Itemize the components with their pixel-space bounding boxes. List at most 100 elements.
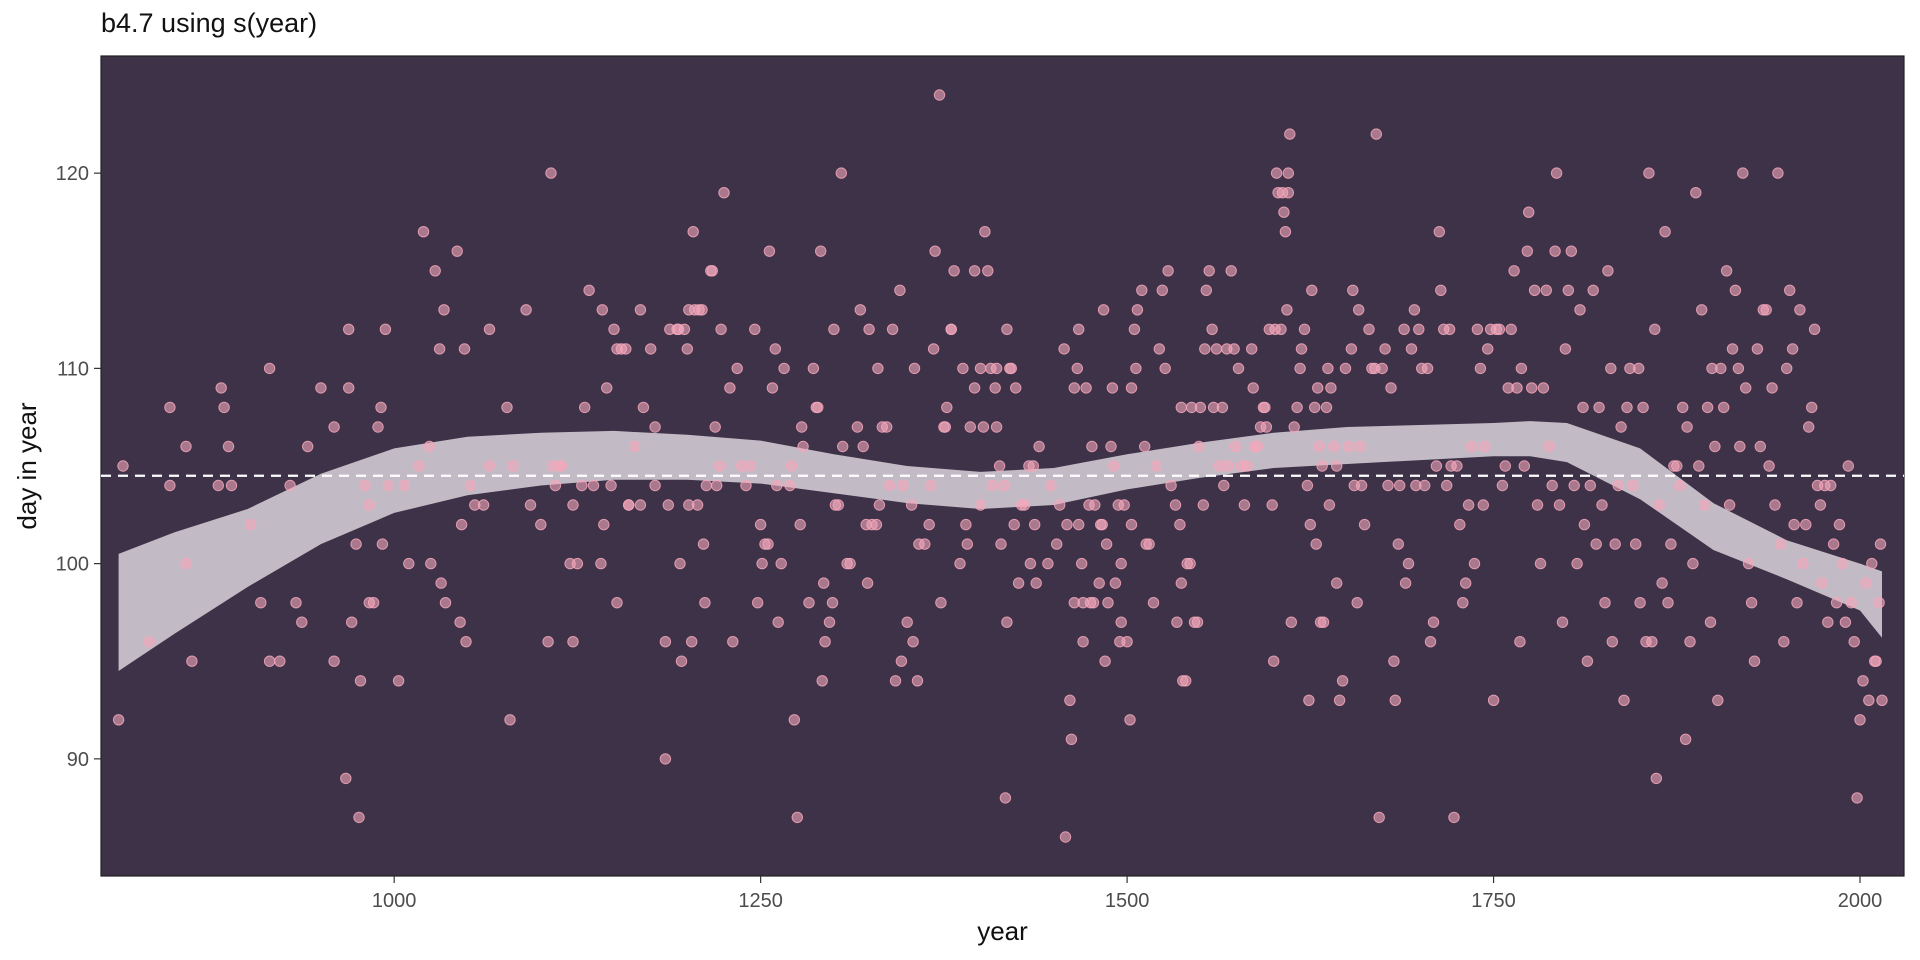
data-point [699,597,711,609]
data-point [1339,362,1352,375]
data-point [1634,597,1646,609]
data-point [1301,479,1314,492]
data-point [1247,382,1259,394]
data-point [1693,460,1705,472]
data-point [1408,304,1421,316]
data-point [1180,675,1192,687]
data-point [1508,265,1520,277]
data-point [1751,343,1764,355]
chart-title: b4.7 using s(year) [101,8,318,38]
data-point [1303,694,1315,706]
data-point [1599,597,1611,609]
data-point [263,362,276,375]
data-point [1238,499,1251,511]
data-point [1565,245,1578,257]
data-point [674,557,686,570]
data-point [1534,557,1547,570]
data-point [1191,616,1204,628]
data-point [905,499,918,511]
data-point [1051,538,1063,550]
data-point [438,304,450,316]
data-point [1845,597,1857,609]
data-point [1454,518,1466,531]
data-point [1593,401,1605,414]
data-point [1643,167,1655,179]
data-point [423,440,436,453]
data-point [290,597,302,609]
data-point [1200,284,1213,296]
data-point [993,460,1006,472]
data-point [244,518,257,531]
data-point [1054,499,1066,511]
data-point [1659,226,1671,238]
x-tick-label: 2000 [1838,890,1883,912]
data-point [460,636,472,648]
data-point [1347,284,1359,296]
data-point [645,343,657,355]
data-point [382,479,394,492]
data-point [164,479,176,492]
data-point [1612,479,1624,492]
data-point [346,616,358,628]
data-point [1656,577,1668,589]
data-point [1587,284,1599,296]
data-point [727,636,739,648]
data-point [861,577,874,589]
data-point [803,597,815,609]
data-point [1045,479,1057,492]
data-point [1720,265,1733,277]
data-point [1291,401,1303,414]
data-point [1786,343,1799,355]
data-point [1342,440,1355,453]
data-point [812,401,824,414]
data-point [379,323,392,335]
data-point [766,382,779,394]
data-point [1860,577,1872,589]
data-point [1550,167,1563,179]
data-point [1370,128,1383,140]
data-point [979,226,991,238]
data-point [1402,557,1415,570]
data-point [1073,323,1085,335]
data-point [718,187,730,199]
data-point [1405,343,1418,355]
data-point [706,265,718,277]
data-point [579,401,591,414]
data-point [1061,518,1073,531]
data-point [1794,304,1806,316]
data-point [974,499,987,511]
data-point [1460,577,1472,589]
data-point [413,460,425,472]
data-point [1331,460,1343,472]
data-point [375,401,387,414]
data-point [990,362,1003,375]
data-point [1068,382,1081,394]
data-point [1419,479,1431,492]
data-point [1376,362,1388,375]
data-point [881,421,893,433]
data-point [982,265,994,277]
data-point [863,323,875,335]
data-point [328,655,340,667]
data-point [823,616,836,628]
data-point [901,616,913,628]
data-point [1174,518,1186,531]
data-point [1033,440,1045,453]
data-point [974,362,987,375]
data-point [1317,616,1330,628]
data-point [1087,597,1100,609]
data-point [1165,479,1177,492]
data-point [1320,401,1333,414]
data-point [143,636,156,648]
data-point [477,499,490,511]
data-point [328,421,340,433]
data-point [1131,304,1144,316]
data-point [740,479,752,492]
data-point [504,714,516,726]
data-point [1556,616,1569,628]
data-point [1830,597,1843,609]
data-point [1842,460,1855,472]
data-point [425,557,437,570]
data-point [1870,655,1882,667]
data-point [186,655,198,667]
